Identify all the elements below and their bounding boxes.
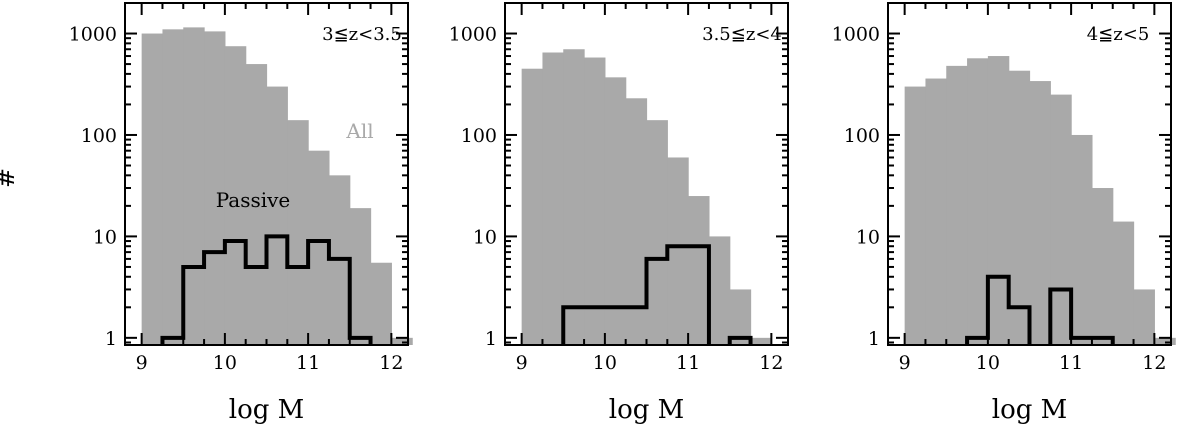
y-tick-label: 1	[485, 328, 497, 350]
redshift-label: 3≦z<3.5	[322, 24, 402, 45]
all-bar-6	[625, 98, 648, 345]
all-bar-2	[542, 52, 564, 345]
x-tick-label: 12	[1142, 352, 1166, 374]
all-bar-12	[370, 262, 392, 345]
all-bar-2	[162, 29, 184, 346]
all-bar-7	[1029, 81, 1051, 345]
panel-3: 9 10 11 12 1 10 100 1000 4≦z<5 log M	[832, 2, 1176, 425]
x-tick-label: 12	[379, 352, 403, 374]
all-bar-4	[204, 31, 226, 345]
all-bar-8	[287, 120, 309, 346]
redshift-label: 3.5≦z<4	[702, 24, 782, 45]
passive-step-segment-1	[965, 274, 1032, 345]
y-tick-label: 1000	[69, 24, 117, 46]
all-bar-13	[1154, 337, 1176, 345]
x-tick-label: 10	[213, 352, 237, 374]
all-bar-2	[925, 78, 947, 345]
all-bar-11	[349, 208, 372, 345]
x-tick-label: 9	[516, 352, 528, 374]
all-bar-13	[391, 337, 413, 345]
all-bar-3	[946, 65, 968, 346]
x-tick-label: 9	[136, 352, 148, 374]
y-tick-label: 10	[856, 226, 880, 248]
y-tick-label: 100	[461, 125, 497, 147]
all-bar-10	[708, 236, 731, 345]
passive-step-segment-1	[160, 234, 373, 345]
y-tick-label: 10	[473, 226, 497, 248]
all-bar-11	[729, 289, 752, 345]
x-axis-label: log M	[992, 395, 1068, 425]
all-bar-11	[1112, 221, 1135, 345]
all-bar-5	[987, 56, 1010, 345]
all-bar-1	[141, 33, 164, 345]
panel-1: 9 10 11 12 1 10 100 1000 3≦z<3.5 All Passive log M	[69, 2, 413, 425]
all-series-label: All	[345, 119, 373, 143]
all-bar-10	[1091, 188, 1114, 345]
x-tick-label: 11	[296, 352, 320, 374]
x-axis-label: log M	[609, 395, 685, 425]
y-tick-label: 1000	[832, 24, 880, 46]
all-bar-5	[224, 46, 247, 346]
passive-series-label: Passive	[216, 188, 291, 212]
all-bar-7	[266, 86, 288, 345]
x-tick-label: 9	[899, 352, 911, 374]
all-bar-9	[308, 150, 330, 345]
x-tick-label: 12	[759, 352, 783, 374]
all-bar-3	[183, 27, 205, 345]
x-tick-label: 10	[976, 352, 1000, 374]
all-bar-9	[1071, 134, 1093, 345]
redshift-label: 4≦z<5	[1087, 24, 1150, 45]
y-tick-label: 1000	[449, 24, 497, 46]
y-tick-label: 100	[844, 125, 880, 147]
all-bar-6	[245, 64, 268, 345]
y-tick-label: 100	[81, 125, 117, 147]
passive-step-segment-1	[561, 244, 711, 345]
all-bar-4	[584, 57, 606, 345]
x-tick-label: 10	[593, 352, 617, 374]
all-bar-1	[521, 68, 544, 346]
all-bar-4	[967, 58, 989, 346]
x-tick-label: 11	[676, 352, 700, 374]
y-tick-label: 10	[93, 226, 117, 248]
all-bar-1	[904, 86, 927, 345]
y-axis-label: #	[0, 168, 20, 188]
panel-2: 9 10 11 12 1 10 100 1000 3.5≦z<4 log M	[449, 2, 789, 425]
all-bar-7	[646, 120, 668, 346]
all-bar-3	[563, 49, 585, 345]
all-bar-9	[688, 196, 710, 345]
all-bar-12	[750, 337, 772, 345]
x-tick-label: 11	[1059, 352, 1083, 374]
all-bar-5	[604, 77, 627, 345]
y-tick-label: 1	[868, 328, 880, 350]
all-bar-6	[1008, 70, 1031, 346]
all-bar-8	[667, 157, 689, 345]
x-axis-label: log M	[229, 395, 305, 425]
all-bar-8	[1050, 94, 1072, 345]
all-bar-12	[1133, 289, 1155, 345]
y-tick-label: 1	[105, 328, 117, 350]
